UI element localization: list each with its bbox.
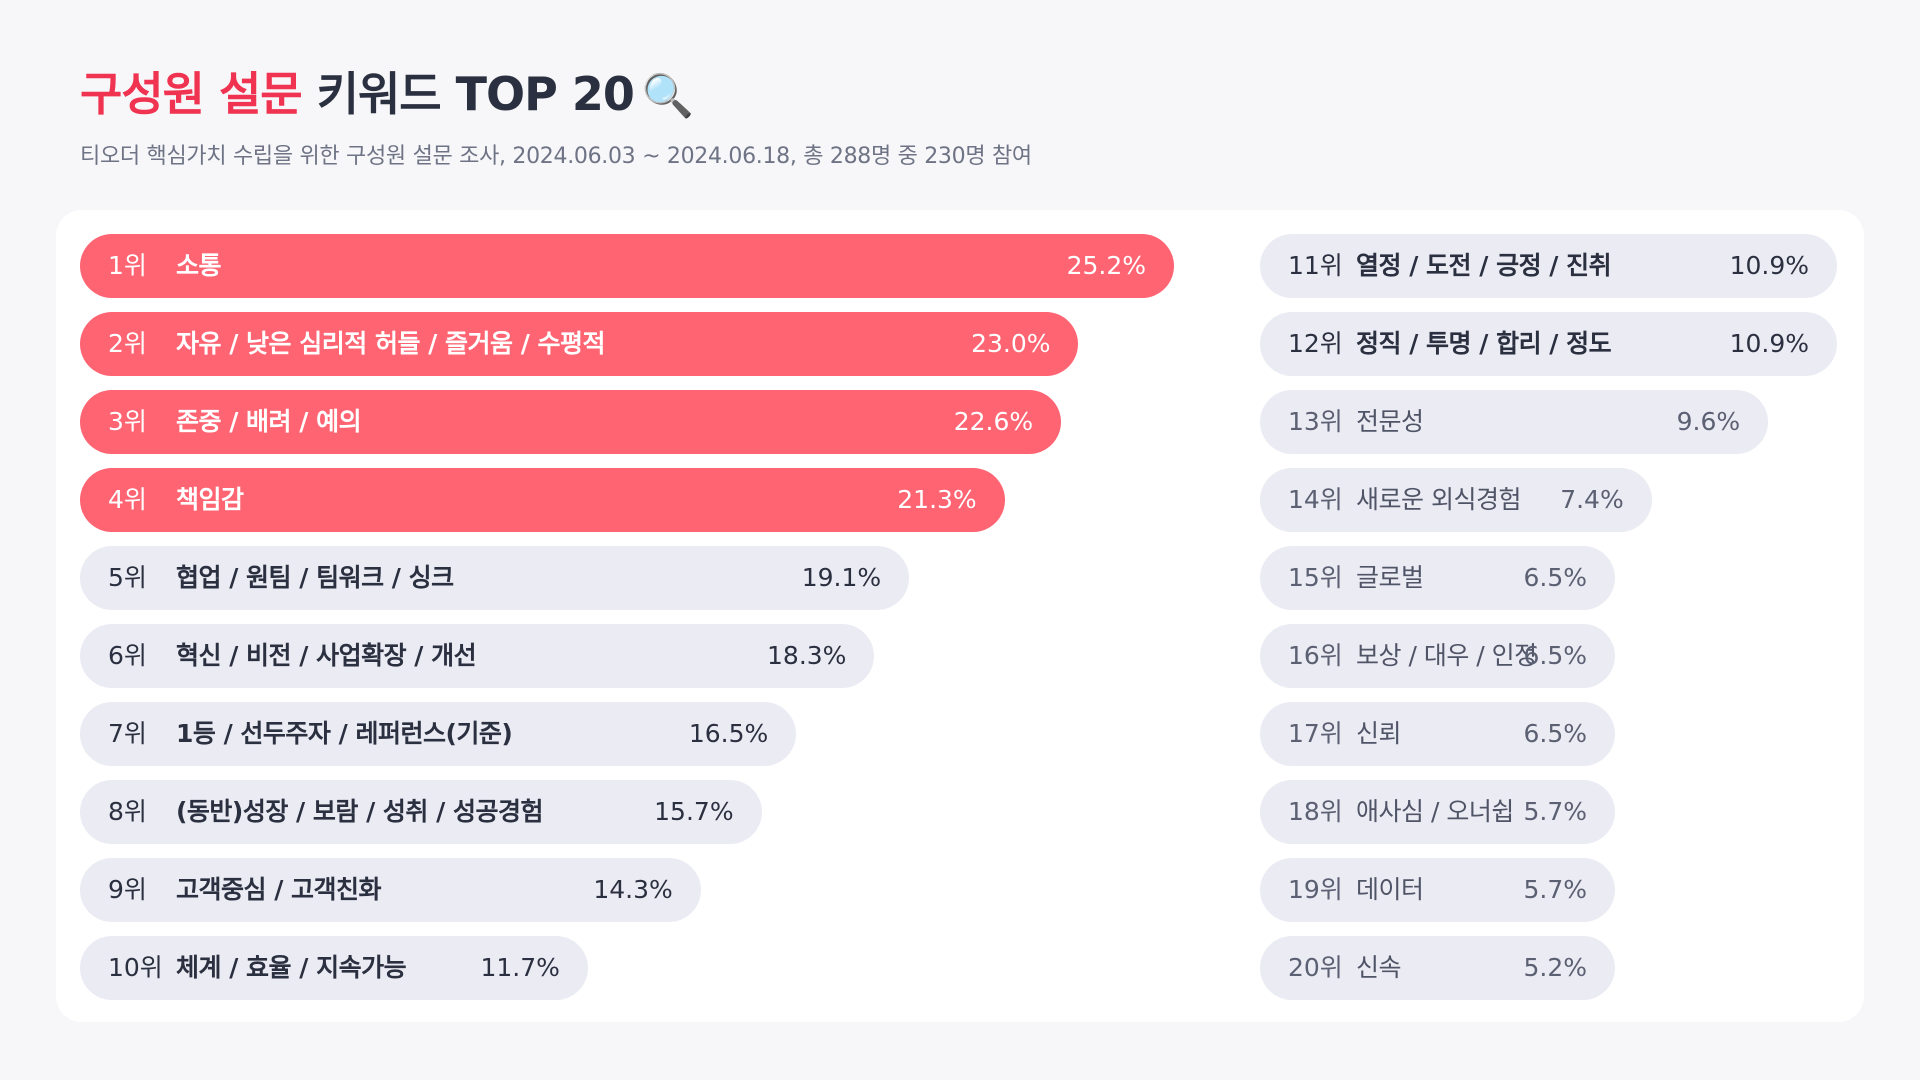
bar-rank-17: 17위 신뢰 6.5% — [1260, 702, 1615, 766]
bar-value-label: 5.2% — [1523, 953, 1587, 982]
bar-rank-label: 14위 — [1288, 485, 1343, 514]
bar-value-label: 15.7% — [654, 797, 734, 826]
bar-rank-label: 6위 — [108, 641, 147, 670]
bar-rank-11: 11위 열정 / 도전 / 긍정 / 진취 10.9% — [1260, 234, 1837, 298]
bar-rank-12: 12위 정직 / 투명 / 합리 / 정도 10.9% — [1260, 312, 1837, 376]
bar-rank-label: 18위 — [1288, 797, 1343, 826]
bar-rank-19: 19위 데이터 5.7% — [1260, 858, 1615, 922]
bar-rank-14: 14위 새로운 외식경험 7.4% — [1260, 468, 1652, 532]
bar-rank-label: 4위 — [108, 485, 147, 514]
bar-value-label: 18.3% — [767, 641, 847, 670]
bar-rank-label: 2위 — [108, 329, 147, 358]
bar-value-label: 19.1% — [801, 563, 882, 592]
title-rest: 키워드 TOP 20 — [301, 67, 635, 121]
bar-value-label: 22.6% — [953, 407, 1034, 436]
bar-value-label: 23.0% — [971, 329, 1051, 358]
bar-rank-label: 19위 — [1288, 875, 1343, 904]
bar-rank-7: 7위 1등 / 선두주자 / 레퍼런스(기준) 16.5% — [80, 702, 797, 766]
bar-value-label: 6.5% — [1523, 719, 1587, 748]
bar-keyword-label: 신뢰 — [1356, 719, 1402, 748]
bar-value-label: 6.5% — [1523, 563, 1587, 592]
bar-keyword-label: 애사심 / 오너쉽 — [1356, 797, 1514, 826]
bar-keyword-label: 책임감 — [176, 485, 244, 514]
bar-keyword-label: 체계 / 효율 / 지속가능 — [176, 953, 407, 982]
bar-keyword-label: 열정 / 도전 / 긍정 / 진취 — [1356, 251, 1612, 280]
bar-rank-4: 4위 책임감 21.3% — [80, 468, 1005, 532]
bar-keyword-label: 혁신 / 비전 / 사업확장 / 개선 — [176, 641, 477, 670]
bar-value-label: 11.7% — [480, 953, 560, 982]
bar-keyword-label: 정직 / 투명 / 합리 / 정도 — [1356, 329, 1612, 358]
bar-rank-label: 10위 — [108, 953, 163, 982]
bar-value-label: 5.7% — [1523, 875, 1587, 904]
bar-rank-label: 1위 — [108, 251, 147, 280]
bar-rank-18: 18위 애사심 / 오너쉽 5.7% — [1260, 780, 1615, 844]
bar-rank-label: 20위 — [1288, 953, 1343, 982]
bar-keyword-label: 전문성 — [1356, 407, 1424, 436]
bar-rank-13: 13위 전문성 9.6% — [1260, 390, 1769, 454]
bar-rank-5: 5위 협업 / 원팀 / 팀워크 / 싱크 19.1% — [80, 546, 910, 610]
bar-rank-label: 12위 — [1288, 329, 1343, 358]
bar-rank-1: 1위 소통 25.2% — [80, 234, 1174, 298]
bar-keyword-label: 신속 — [1356, 953, 1402, 982]
bar-value-label: 6.5% — [1523, 641, 1587, 670]
bar-value-label: 14.3% — [593, 875, 673, 904]
bar-keyword-label: 소통 — [176, 251, 222, 280]
bar-keyword-label: 자유 / 낮은 심리적 허들 / 즐거움 / 수평적 — [176, 329, 606, 358]
bar-rank-2: 2위 자유 / 낮은 심리적 허들 / 즐거움 / 수평적 23.0% — [80, 312, 1079, 376]
bar-rank-label: 9위 — [108, 875, 147, 904]
bar-keyword-label: 데이터 — [1356, 875, 1424, 904]
bar-rank-label: 15위 — [1288, 563, 1343, 592]
bar-rank-9: 9위 고객중심 / 고객친화 14.3% — [80, 858, 701, 922]
bar-value-label: 25.2% — [1066, 251, 1146, 280]
bar-rank-8: 8위 (동반)성장 / 보람 / 성취 / 성공경험 15.7% — [80, 780, 762, 844]
bar-keyword-label: 협업 / 원팀 / 팀워크 / 싱크 — [176, 563, 454, 592]
bar-value-label: 7.4% — [1560, 485, 1624, 514]
bar-rank-label: 5위 — [108, 563, 147, 592]
bar-keyword-label: 고객중심 / 고객친화 — [176, 875, 382, 904]
bar-rank-16: 16위 보상 / 대우 / 인정 6.5% — [1260, 624, 1615, 688]
bar-keyword-label: 1등 / 선두주자 / 레퍼런스(기준) — [176, 719, 513, 748]
bar-rank-10: 10위 체계 / 효율 / 지속가능 11.7% — [80, 936, 588, 1000]
bar-value-label: 16.5% — [688, 719, 769, 748]
bar-rank-6: 6위 혁신 / 비전 / 사업확장 / 개선 18.3% — [80, 624, 875, 688]
bar-rank-label: 16위 — [1288, 641, 1343, 670]
bar-rank-20: 20위 신속 5.2% — [1260, 936, 1615, 1000]
bar-rank-label: 3위 — [108, 407, 147, 436]
bar-value-label: 10.9% — [1729, 329, 1809, 358]
bar-rank-label: 17위 — [1288, 719, 1343, 748]
title-accent: 구성원 설문 — [80, 67, 303, 121]
bar-keyword-label: (동반)성장 / 보람 / 성취 / 성공경험 — [176, 797, 543, 826]
bar-value-label: 10.9% — [1729, 251, 1809, 280]
bar-rank-15: 15위 글로벌 6.5% — [1260, 546, 1615, 610]
magnifier-icon: 🔍 — [641, 71, 694, 120]
bar-rank-label: 13위 — [1288, 407, 1343, 436]
bar-rank-label: 8위 — [108, 797, 147, 826]
bar-value-label: 5.7% — [1523, 797, 1587, 826]
page-subtitle: 티오더 핵심가치 수립을 위한 구성원 설문 조사, 2024.06.03 ~ … — [80, 144, 1032, 169]
bar-value-label: 9.6% — [1676, 407, 1741, 436]
bar-keyword-label: 글로벌 — [1356, 563, 1424, 592]
page-title: 구성원 설문 키워드 TOP 20 🔍 — [80, 66, 694, 124]
bar-keyword-label: 새로운 외식경험 — [1356, 485, 1521, 514]
bar-keyword-label: 보상 / 대우 / 인정 — [1356, 641, 1537, 670]
keyword-chart-card: 1위 소통 25.2% 2위 자유 / 낮은 심리적 허들 / 즐거움 / 수평적 23.… — [56, 210, 1864, 1022]
bar-rank-3: 3위 존중 / 배려 / 예의 22.6% — [80, 390, 1062, 454]
bar-value-label: 21.3% — [897, 485, 977, 514]
bar-rank-label: 11위 — [1288, 251, 1343, 280]
bar-rank-label: 7위 — [108, 719, 147, 748]
bar-keyword-label: 존중 / 배려 / 예의 — [176, 407, 362, 436]
